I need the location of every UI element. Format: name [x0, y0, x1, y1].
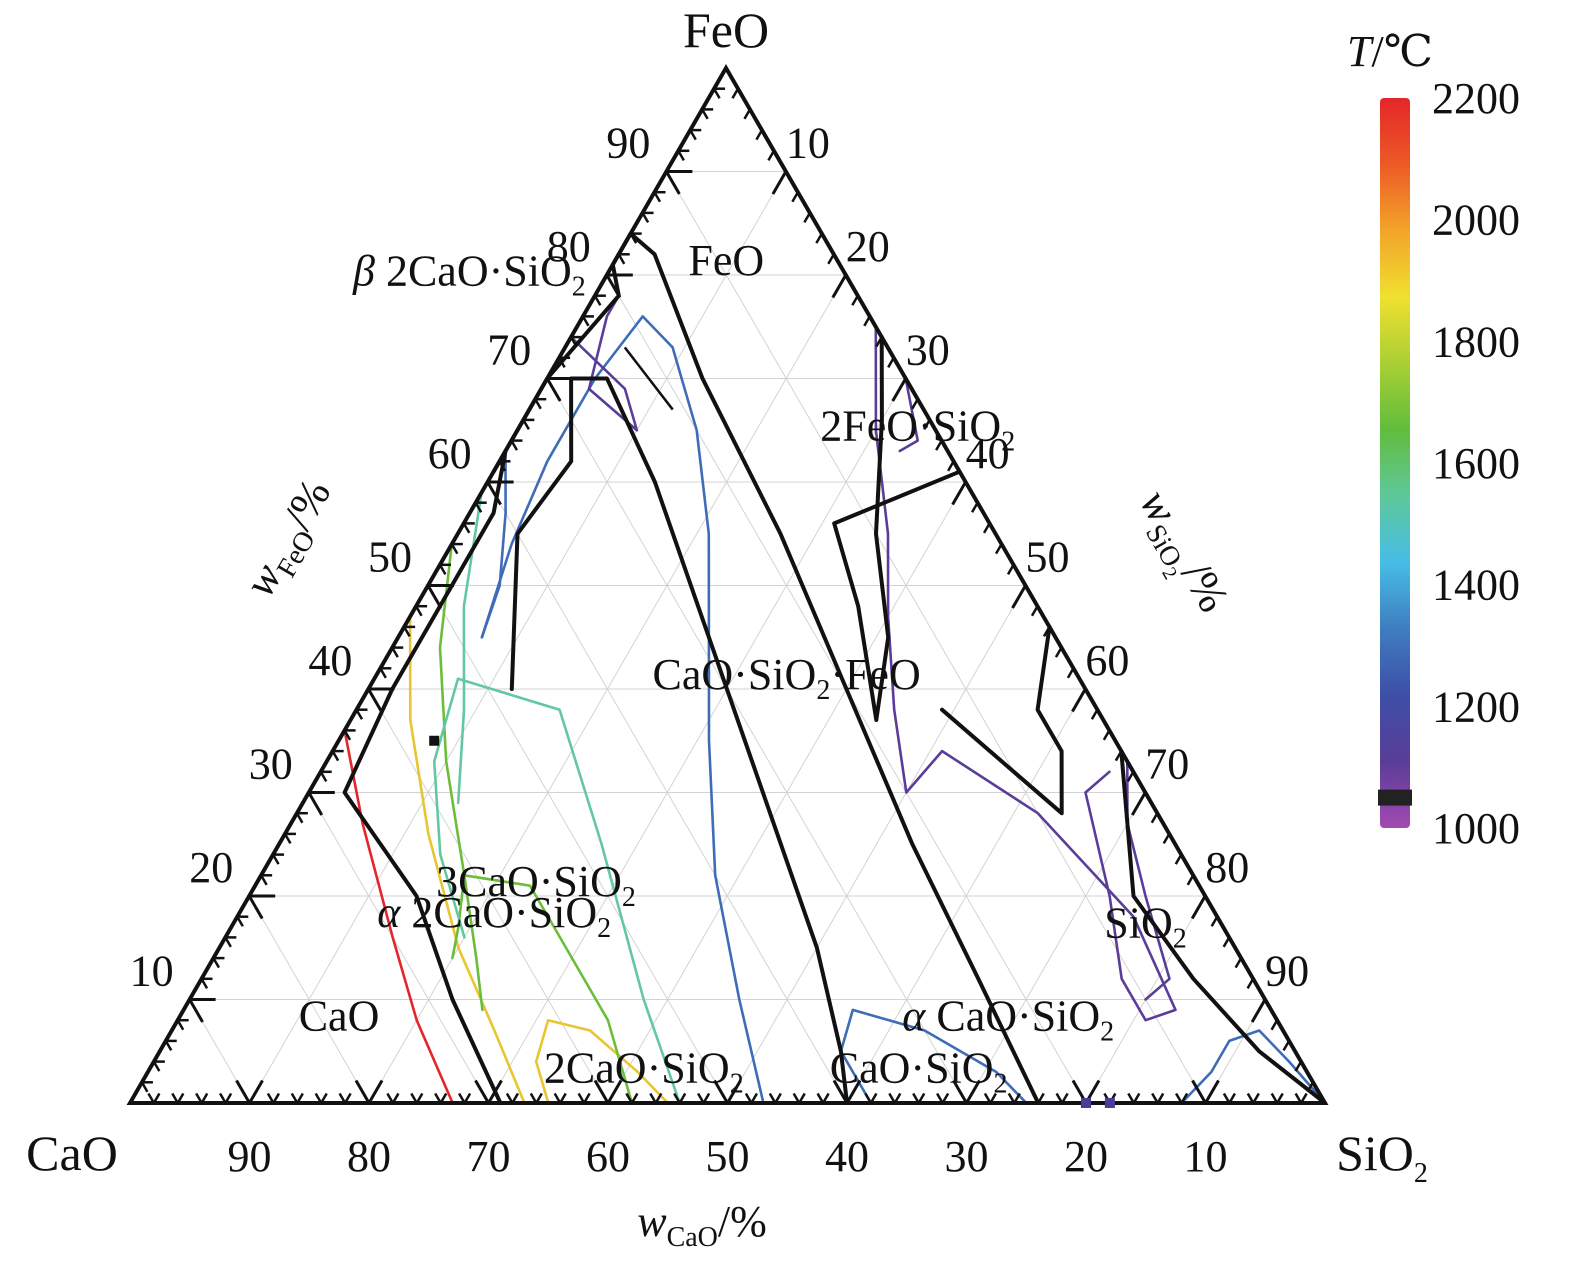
colorbar-tick-label: 1200	[1432, 682, 1520, 731]
phase-region-label: CaO·SiO2·FeO	[653, 650, 921, 706]
phase-region-label: 2CaO·SiO2	[544, 1043, 744, 1099]
isotherm-line	[480, 315, 765, 1105]
colorbar-marker	[1378, 789, 1412, 806]
isotherm-line	[432, 677, 681, 1105]
tick-label-feo: 70	[487, 326, 531, 375]
axis-label-cao: wCaO/%	[637, 1197, 767, 1253]
tick-label-feo: 30	[249, 740, 293, 789]
tick-label-sio2: 40	[966, 429, 1010, 478]
tick-label-cao: 60	[586, 1132, 630, 1181]
colorbar-tick-label: 1800	[1432, 317, 1520, 366]
isotherm-line	[874, 325, 1177, 1022]
corner-label-cao: CaO	[26, 1125, 118, 1181]
tick-label-layer: 90 80 70 60 50 40 30 20 10 10 20 30 40 50 60 70 80 90 10 20…	[130, 119, 1309, 1182]
tick-label-cao: 90	[228, 1132, 272, 1181]
tick-label-cao: 30	[945, 1132, 989, 1181]
phase-region-label: 3CaO·SiO2	[436, 857, 636, 913]
phase-region-label: CaO	[299, 992, 380, 1041]
tick-label-feo: 50	[368, 533, 412, 582]
phase-boundary	[940, 624, 1064, 816]
isotherm-line	[343, 729, 454, 1105]
tick-label-feo: 10	[130, 947, 174, 996]
grid-layer	[189, 171, 1266, 1104]
isotherm-line	[408, 615, 526, 1105]
isotherm-layer	[343, 294, 1327, 1105]
phase-boundary	[491, 231, 1041, 1105]
triangle-frame	[126, 63, 1329, 1105]
phase-region-label: FeO	[688, 236, 764, 285]
tick-label-cao: 20	[1064, 1132, 1108, 1181]
corner-label-feo: FeO	[683, 2, 769, 58]
phase-region-label: β 2CaO·SiO2	[352, 246, 586, 302]
tick-label-sio2: 80	[1205, 843, 1249, 892]
point-marker	[429, 735, 440, 746]
isotherm-line	[438, 542, 484, 1012]
isotherm-line	[839, 1008, 1028, 1105]
tick-label-sio2: 30	[906, 326, 950, 375]
isotherm-line	[569, 294, 639, 432]
tick-label-cao: 40	[825, 1132, 869, 1181]
colorbar-title: T/℃	[1347, 27, 1433, 76]
tick-label-feo: 80	[547, 222, 591, 271]
corner-label-sio2: SiO2	[1336, 1125, 1428, 1189]
tick-label-sio2: 60	[1085, 636, 1129, 685]
tick-label-sio2: 90	[1265, 947, 1309, 996]
axis-label-sio2: wSiO2/%	[1121, 481, 1239, 625]
point-marker	[1081, 1098, 1091, 1108]
phase-boundary	[509, 376, 849, 1105]
point-marker	[1104, 1098, 1115, 1108]
tick-label-cao: 80	[347, 1132, 391, 1181]
colorbar-tick-label: 1000	[1432, 804, 1520, 853]
phase-region-label: SiO2	[1104, 898, 1186, 954]
phase-region-label: 2FeO·SiO2	[820, 402, 1015, 458]
marker-layer	[429, 735, 1115, 1108]
colorbar-tick-labels: 2200 2000 1800 1600 1400 1200 1000	[1432, 74, 1520, 853]
colorbar: 2200 2000 1800 1600 1400 1200 1000 T/℃	[1347, 27, 1520, 853]
phase-boundary	[832, 335, 962, 722]
tick-label-feo: 20	[189, 843, 233, 892]
tick-label-sio2: 50	[1026, 533, 1070, 582]
phase-region-label: α 2CaO·SiO2	[377, 888, 611, 944]
tick-label-sio2: 70	[1145, 740, 1189, 789]
leader-line	[623, 346, 674, 411]
colorbar-tick-label: 1400	[1432, 561, 1520, 610]
phase-boundary	[1119, 749, 1327, 1105]
axis-label-feo: wFeO/%	[235, 471, 347, 609]
isotherm-line	[451, 874, 634, 1105]
tick-label-cao: 70	[467, 1132, 511, 1181]
tick-label-cao: 10	[1184, 1132, 1228, 1181]
tick-label-cao: 50	[706, 1132, 750, 1181]
colorbar-tick-label: 2200	[1432, 74, 1520, 123]
colorbar-tick-label: 1600	[1432, 439, 1520, 488]
phase-boundary	[342, 449, 508, 1105]
colorbar-tick-label: 2000	[1432, 196, 1520, 245]
tick-label-sio2: 10	[786, 119, 830, 168]
tick-label-sio2: 20	[846, 222, 890, 271]
tick-label-feo: 40	[308, 636, 352, 685]
phase-region-label: α CaO·SiO2	[902, 992, 1114, 1048]
tick-label-feo: 90	[606, 119, 650, 168]
phase-boundary-layer	[342, 231, 1327, 1105]
colorbar-gradient	[1380, 98, 1410, 828]
phase-region-label: CaO·SiO2	[830, 1043, 1008, 1099]
tick-label-feo: 60	[428, 429, 472, 478]
isotherm-line	[534, 1018, 670, 1105]
